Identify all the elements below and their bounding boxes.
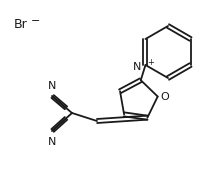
Text: O: O [161, 91, 169, 101]
Text: N: N [48, 137, 56, 147]
Text: N: N [48, 81, 56, 91]
Text: Br: Br [14, 18, 28, 31]
Text: −: − [31, 16, 40, 26]
Text: +: + [147, 58, 154, 67]
Text: N: N [133, 62, 141, 72]
